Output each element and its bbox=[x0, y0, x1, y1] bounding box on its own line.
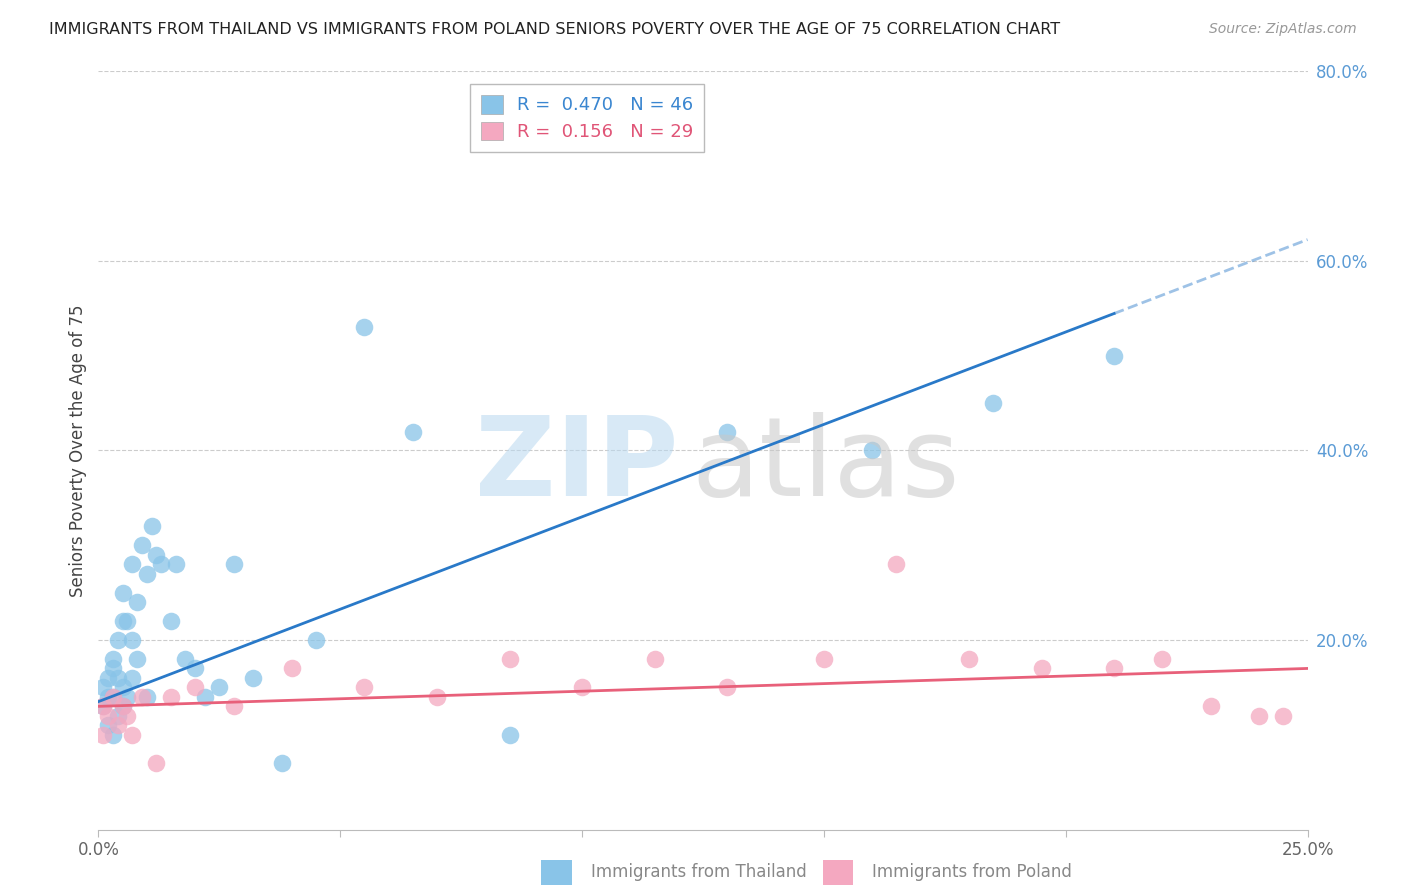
Point bbox=[111, 681, 134, 695]
Point bbox=[813, 652, 835, 666]
Point bbox=[97, 718, 120, 732]
Point bbox=[194, 690, 217, 704]
Point bbox=[135, 566, 157, 581]
Point bbox=[644, 652, 666, 666]
Point bbox=[145, 548, 167, 562]
Point bbox=[165, 557, 187, 572]
Point bbox=[91, 699, 114, 714]
Point bbox=[1102, 349, 1125, 363]
Point bbox=[160, 690, 183, 704]
Point bbox=[141, 519, 163, 533]
Point bbox=[716, 425, 738, 439]
Text: atlas: atlas bbox=[690, 412, 959, 519]
Point bbox=[121, 671, 143, 685]
Point bbox=[117, 708, 139, 723]
Point bbox=[145, 756, 167, 771]
Point bbox=[498, 728, 520, 742]
Text: IMMIGRANTS FROM THAILAND VS IMMIGRANTS FROM POLAND SENIORS POVERTY OVER THE AGE : IMMIGRANTS FROM THAILAND VS IMMIGRANTS F… bbox=[49, 22, 1060, 37]
Point bbox=[131, 538, 153, 552]
Point bbox=[1272, 708, 1295, 723]
Point bbox=[498, 652, 520, 666]
Point bbox=[107, 708, 129, 723]
Point bbox=[305, 633, 328, 648]
Point bbox=[716, 681, 738, 695]
Point bbox=[107, 718, 129, 732]
Point bbox=[402, 425, 425, 439]
Point bbox=[107, 671, 129, 685]
Point bbox=[353, 681, 375, 695]
Point bbox=[111, 699, 134, 714]
Point bbox=[97, 671, 120, 685]
Point bbox=[242, 671, 264, 685]
Point bbox=[127, 652, 149, 666]
Point bbox=[91, 728, 114, 742]
Point bbox=[97, 690, 120, 704]
Point bbox=[957, 652, 980, 666]
Point bbox=[426, 690, 449, 704]
Text: Immigrants from Poland: Immigrants from Poland bbox=[872, 863, 1071, 881]
Point bbox=[981, 396, 1004, 410]
Point bbox=[121, 557, 143, 572]
Point bbox=[160, 614, 183, 628]
Point bbox=[101, 690, 124, 704]
Text: Source: ZipAtlas.com: Source: ZipAtlas.com bbox=[1209, 22, 1357, 37]
Text: Immigrants from Thailand: Immigrants from Thailand bbox=[591, 863, 806, 881]
Point bbox=[97, 708, 120, 723]
Point bbox=[184, 681, 207, 695]
Legend: R =  0.470   N = 46, R =  0.156   N = 29: R = 0.470 N = 46, R = 0.156 N = 29 bbox=[470, 84, 704, 152]
Point bbox=[208, 681, 231, 695]
Point bbox=[222, 699, 245, 714]
Point bbox=[1199, 699, 1222, 714]
Point bbox=[271, 756, 294, 771]
Point bbox=[860, 443, 883, 458]
Point bbox=[1031, 661, 1053, 675]
Point bbox=[111, 614, 134, 628]
Point bbox=[91, 699, 114, 714]
Point bbox=[222, 557, 245, 572]
Point bbox=[174, 652, 197, 666]
Point bbox=[281, 661, 304, 675]
Point bbox=[91, 681, 114, 695]
Point bbox=[353, 320, 375, 334]
Point bbox=[121, 633, 143, 648]
Point bbox=[101, 690, 124, 704]
Point bbox=[571, 681, 593, 695]
Point bbox=[1152, 652, 1174, 666]
Point bbox=[135, 690, 157, 704]
Point bbox=[107, 633, 129, 648]
Point bbox=[111, 699, 134, 714]
Point bbox=[101, 661, 124, 675]
Point bbox=[1249, 708, 1271, 723]
Point bbox=[886, 557, 908, 572]
Point bbox=[127, 595, 149, 609]
Point bbox=[101, 728, 124, 742]
Point bbox=[121, 728, 143, 742]
Point bbox=[184, 661, 207, 675]
Point bbox=[1102, 661, 1125, 675]
Text: ZIP: ZIP bbox=[475, 412, 679, 519]
Point bbox=[111, 585, 134, 599]
Point bbox=[117, 614, 139, 628]
Y-axis label: Seniors Poverty Over the Age of 75: Seniors Poverty Over the Age of 75 bbox=[69, 304, 87, 597]
Point bbox=[101, 652, 124, 666]
Point bbox=[150, 557, 173, 572]
Point bbox=[131, 690, 153, 704]
Point bbox=[117, 690, 139, 704]
